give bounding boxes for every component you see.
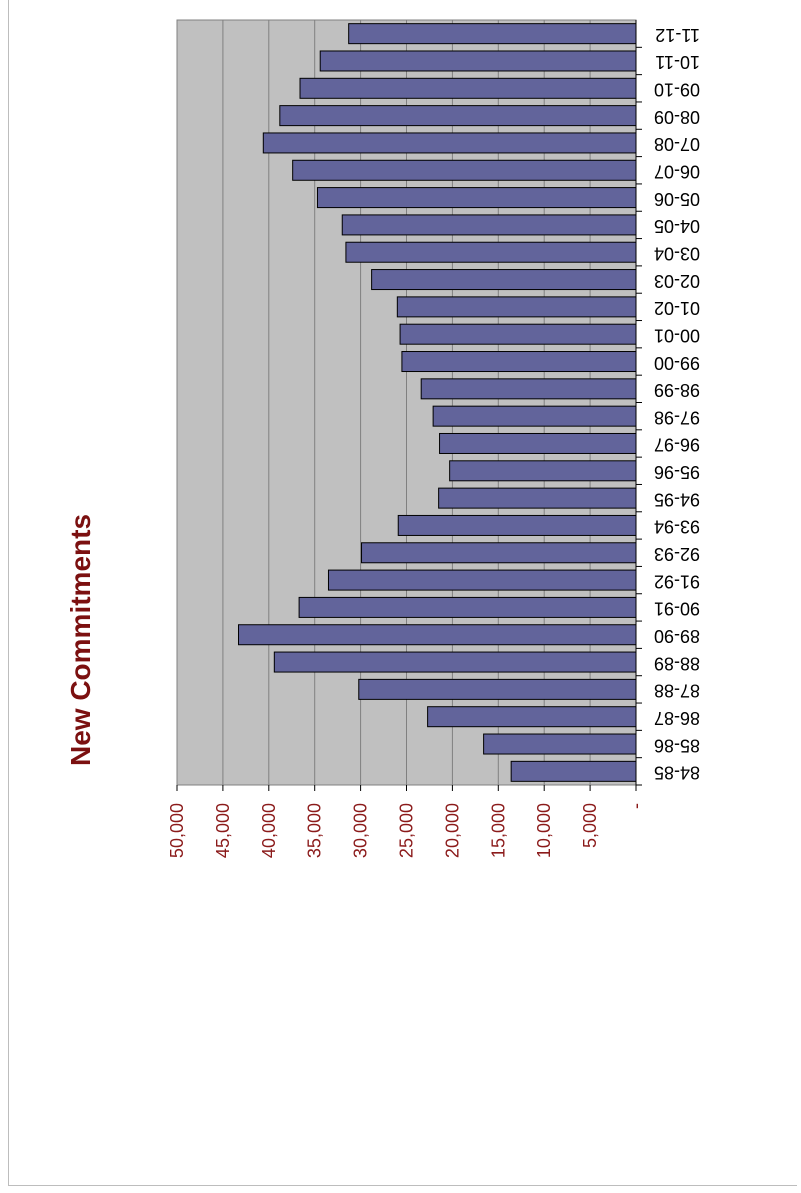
bar (238, 624, 637, 646)
value-tick-label: - (626, 803, 646, 809)
category-label: 03-04 (654, 243, 700, 263)
bar (510, 760, 637, 782)
value-tick-label: 40,000 (259, 803, 279, 858)
bar (358, 678, 637, 700)
category-label: 01-02 (654, 298, 700, 318)
bar (439, 432, 637, 454)
bar (427, 706, 637, 728)
value-tick-label: 5,000 (580, 803, 600, 848)
value-tick-label: 50,000 (167, 803, 187, 858)
bar (345, 241, 637, 263)
category-label: 95-96 (654, 462, 700, 482)
category-label: 97-98 (654, 407, 700, 427)
category-label: 88-89 (654, 653, 700, 673)
bars (238, 23, 637, 782)
value-tick-label: 15,000 (488, 803, 508, 858)
category-label: 06-07 (654, 162, 700, 182)
value-axis-labels: - 5,000 10,000 15,000 20,000 25,000 30,000 35,0… (167, 803, 646, 858)
bar (299, 77, 637, 99)
category-label: 85-86 (654, 735, 700, 755)
category-label: 87-88 (654, 681, 700, 701)
category-label: 07-08 (654, 134, 700, 154)
bar (316, 187, 637, 209)
category-label: 92-93 (654, 544, 700, 564)
bar (399, 323, 637, 345)
category-label: 96-97 (654, 435, 700, 455)
bar (273, 651, 637, 673)
category-label: 00-01 (654, 325, 700, 345)
chart-title: New Commitments (65, 514, 96, 766)
value-tick-label: 10,000 (534, 803, 554, 858)
category-label: 99-00 (654, 353, 700, 373)
value-tick-label: 45,000 (213, 803, 233, 858)
bar (420, 378, 637, 400)
category-label: 08-09 (654, 107, 700, 127)
category-label: 94-95 (654, 489, 700, 509)
bar (449, 460, 637, 482)
category-axis-labels: 84-85 85-86 86-87 87-88 88-89 89-90 90-91 91-92… (654, 25, 700, 783)
category-label: 11-12 (655, 25, 700, 45)
bar (401, 351, 637, 373)
bar (348, 23, 637, 45)
category-label: 02-03 (654, 271, 700, 291)
category-label: 09-10 (654, 80, 700, 100)
category-label: 89-90 (654, 626, 700, 646)
bar (432, 405, 637, 427)
category-label: 86-87 (654, 708, 700, 728)
category-label: 84-85 (654, 763, 700, 783)
bar (483, 733, 637, 755)
chart-frame (8, 0, 797, 1186)
bar (327, 569, 637, 591)
value-tick-label: 25,000 (397, 803, 417, 858)
value-tick-label: 20,000 (442, 803, 462, 858)
bar (397, 514, 637, 536)
bar (292, 159, 637, 181)
bar (371, 269, 637, 291)
bar (298, 596, 637, 618)
value-tick-label: 35,000 (305, 803, 325, 858)
category-label: 04-05 (654, 216, 700, 236)
category-label: 90-91 (654, 599, 700, 619)
bar (438, 487, 637, 509)
bar (279, 105, 637, 127)
category-label: 91-92 (654, 571, 700, 591)
bar (396, 296, 637, 318)
category-label: 10-11 (655, 52, 700, 72)
bar (262, 132, 637, 154)
category-label: 93-94 (654, 517, 700, 537)
bar (361, 542, 637, 564)
bar (341, 214, 637, 236)
value-tick-label: 30,000 (351, 803, 371, 858)
axes (176, 20, 642, 791)
category-label: 98-99 (654, 380, 700, 400)
bar (319, 50, 637, 72)
category-label: 05-06 (654, 189, 700, 209)
